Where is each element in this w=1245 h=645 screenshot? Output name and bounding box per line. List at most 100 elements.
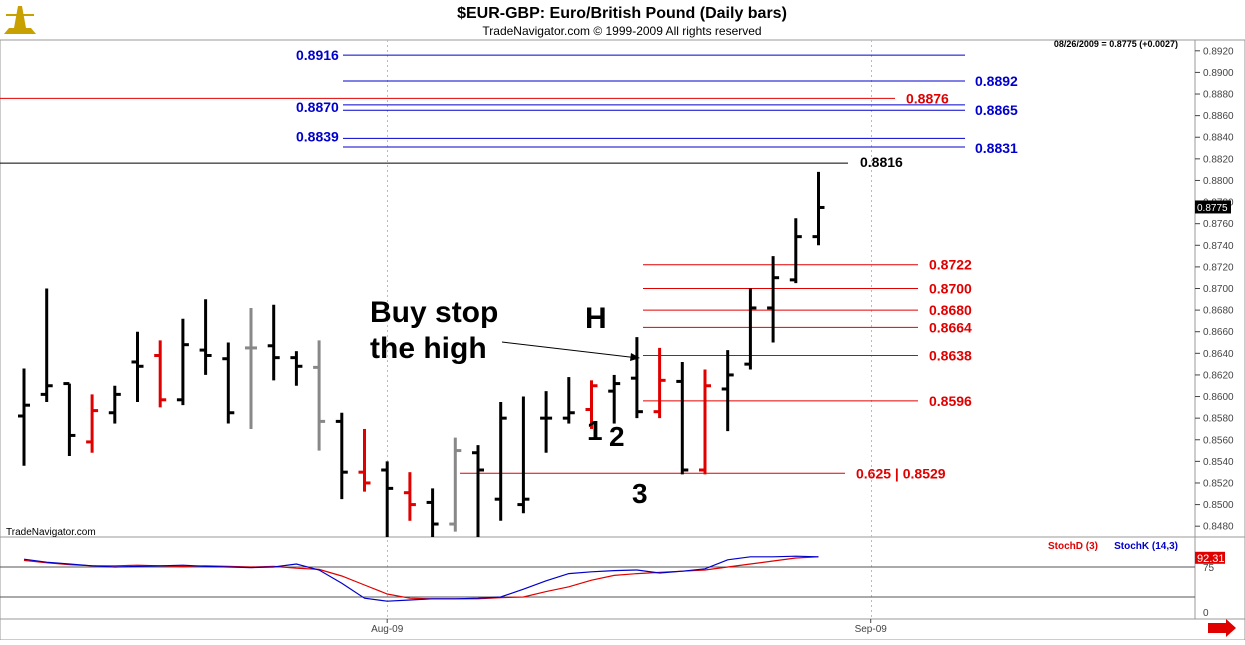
ohlc-bar: [812, 171, 825, 246]
level-label: 0.8816: [860, 154, 903, 170]
annotation-2: 2: [609, 421, 625, 452]
ohlc-bar: [449, 437, 462, 532]
price-tick-label: 0.8760: [1203, 219, 1234, 230]
level-label: 0.8916: [296, 47, 339, 63]
price-tick-label: 0.8880: [1203, 90, 1234, 101]
price-axis-ticks: 0.8480 0.8500 0.8520 0.8540 0.8560 0.8580 0.86…: [1195, 46, 1234, 533]
date-tick-label: Aug-09: [371, 624, 404, 635]
stoch-last-box: [1195, 551, 1225, 564]
ohlc-bar: [630, 337, 643, 419]
level-label: 0.8722: [929, 257, 972, 273]
chart-subtitle: TradeNavigator.com © 1999-2009 All right…: [482, 24, 761, 38]
level-label: 0.8831: [975, 140, 1018, 156]
ohlc-bar: [358, 428, 371, 492]
annotation-arrow: [501, 341, 639, 359]
ohlc-bar: [154, 340, 167, 408]
ohlc-bar: [199, 299, 212, 375]
ohlc-bar: [403, 472, 416, 521]
ohlc-bar: [494, 401, 507, 521]
annotation-3: 3: [632, 478, 648, 509]
ohlc-bar: [540, 391, 553, 453]
last-price-box: [1195, 200, 1231, 214]
grid-lines: [387, 40, 872, 619]
ohlc-bar: [676, 361, 689, 475]
stoch-d-legend: StochD (3): [1048, 541, 1098, 552]
level-label: 0.8596: [929, 393, 972, 409]
ohlc-bar: [290, 351, 303, 386]
price-tick-label: 0.8520: [1203, 478, 1234, 489]
ohlc-bar: [108, 385, 121, 424]
ohlc-bar: [335, 412, 348, 500]
price-tick-label: 0.8700: [1203, 284, 1234, 295]
date-axis-labels: Aug-09 Sep-09: [371, 619, 887, 635]
price-tick-label: 0.8500: [1203, 500, 1234, 511]
level-label: 0.8865: [975, 102, 1018, 118]
ohlc-bar: [517, 396, 530, 514]
price-tick-label: 0.8480: [1203, 522, 1234, 533]
level-label: 0.8892: [975, 73, 1018, 89]
price-tick-label: 0.8620: [1203, 370, 1234, 381]
ohlc-bar: [222, 342, 235, 424]
price-tick-label: 0.8640: [1203, 349, 1234, 360]
stoch-tick-label: 0: [1203, 608, 1209, 619]
ohlc-bar: [767, 256, 780, 343]
scroll-right-icon[interactable]: [1208, 619, 1236, 637]
ohlc-bar: [472, 445, 484, 537]
annotation-arrowhead-icon: [630, 353, 640, 361]
price-tick-label: 0.8680: [1203, 306, 1234, 317]
price-tick-label: 0.8720: [1203, 262, 1234, 273]
price-panel: [0, 39, 1196, 538]
ohlc-bar: [245, 307, 257, 429]
level-label: 0.625 | 0.8529: [856, 465, 946, 481]
stoch-last-label: 92.31: [1197, 553, 1225, 565]
annotation-1: 1: [587, 415, 603, 446]
price-axis: [1194, 39, 1245, 538]
ohlc-bar: [381, 461, 394, 537]
ohlc-bar: [608, 374, 621, 424]
ohlc-bar: [63, 382, 76, 456]
annotation-buy-stop: Buy stop: [370, 296, 498, 329]
stoch-axis: [1194, 536, 1245, 620]
annotation-h: H: [585, 302, 607, 335]
price-tick-label: 0.8820: [1203, 154, 1234, 165]
watermark: TradeNavigator.com: [6, 527, 96, 538]
ohlc-bar: [744, 288, 757, 370]
trade-navigator-logo-icon: [4, 6, 36, 34]
price-tick-label: 0.8920: [1203, 46, 1234, 57]
level-label: 0.8700: [929, 281, 972, 297]
level-label: 0.8638: [929, 347, 972, 363]
ohlc-bar: [267, 304, 280, 381]
ohlc-bar: [721, 350, 734, 432]
price-tick-label: 0.8840: [1203, 133, 1234, 144]
level-label: 0.8664: [929, 319, 972, 335]
quote-readout: 08/26/2009 = 0.8775 (+0.0027): [1054, 39, 1178, 49]
chart-title: $EUR-GBP: Euro/British Pound (Daily bars…: [457, 5, 787, 22]
ohlc-bar: [40, 288, 53, 402]
stoch-tick-label: 75: [1203, 563, 1215, 574]
price-tick-label: 0.8660: [1203, 327, 1234, 338]
price-tick-label: 0.8800: [1203, 176, 1234, 187]
date-tick-label: Sep-09: [855, 624, 888, 635]
stoch-k-legend: StochK (14,3): [1114, 541, 1178, 552]
level-label: 0.8876: [906, 90, 949, 106]
ohlc-bar: [86, 394, 99, 453]
price-levels: 0.8916 0.8892 0.8876 0.8870 0.8865 0.8839 0.88…: [0, 47, 1018, 481]
ohlc-bars: [18, 171, 825, 537]
price-tick-label: 0.8580: [1203, 414, 1234, 425]
stoch-k-line: [23, 555, 819, 602]
ohlc-bar: [313, 340, 326, 451]
price-tick-label: 0.8560: [1203, 435, 1234, 446]
level-label: 0.8870: [296, 99, 339, 115]
ohlc-bar: [653, 347, 666, 419]
level-label: 0.8680: [929, 302, 972, 318]
last-price-label: 0.8775: [1197, 203, 1228, 214]
ohlc-bar: [426, 488, 439, 537]
annotation-the-high: the high: [370, 332, 487, 365]
date-axis: [0, 618, 1245, 641]
price-tick-label: 0.8600: [1203, 392, 1234, 403]
stoch-panel: [0, 536, 1196, 620]
ohlc-bar: [789, 218, 802, 284]
